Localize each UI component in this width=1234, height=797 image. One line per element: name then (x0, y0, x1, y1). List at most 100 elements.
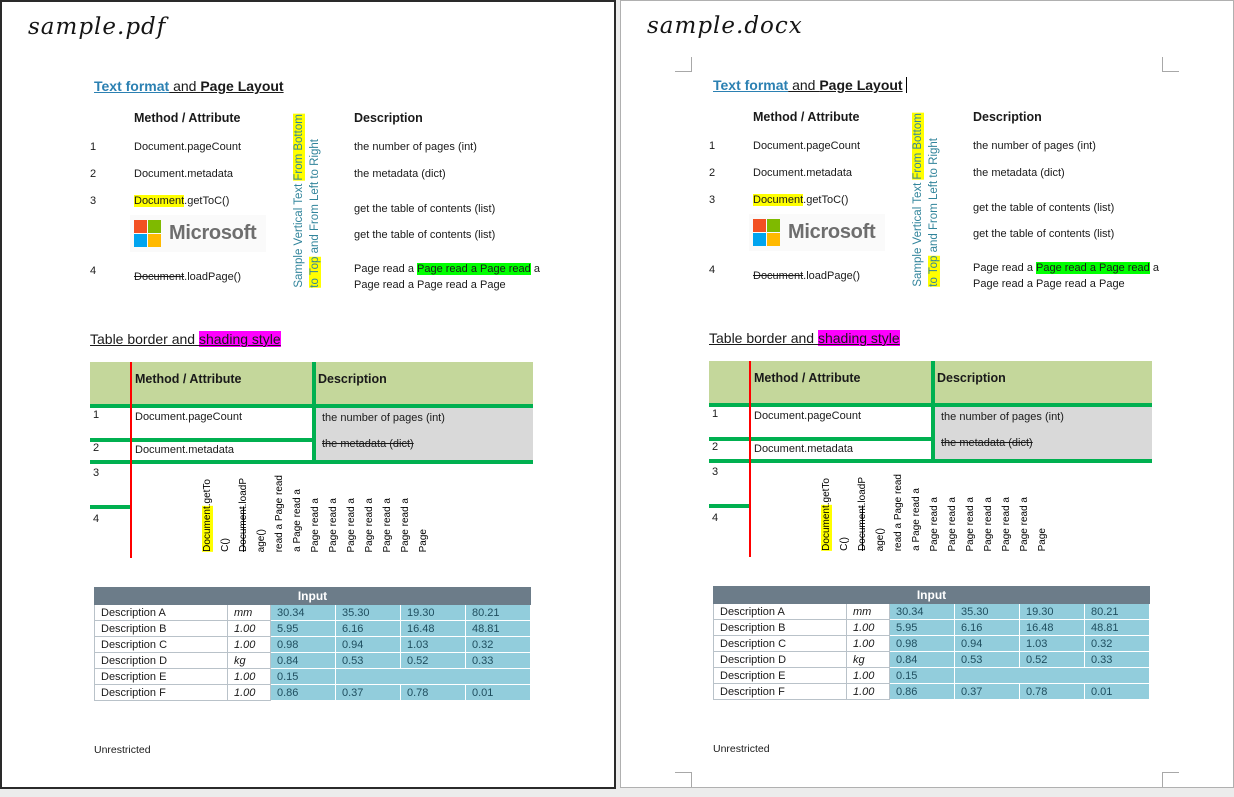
input-table: Input Description A mm 30.34 35.30 19.30… (713, 586, 1150, 700)
input-row-unit: kg (227, 652, 271, 669)
vertical-line2-highlight: to Top (309, 256, 321, 288)
input-row-unit: 1.00 (846, 635, 890, 652)
t1-row3-num: 3 (709, 194, 716, 206)
t2-vline-strike: Document (238, 506, 249, 552)
t1-row3-method-rest: .getToC() (803, 194, 849, 206)
t2-vline-text: Page (1037, 527, 1048, 551)
t1-row3b-desc: get the table of contents (list) (354, 229, 496, 241)
input-value-cell: 0.15 (889, 667, 955, 684)
t1-row2-desc: the metadata (dict) (354, 168, 446, 180)
t2-vline-text: Page read a (1001, 496, 1012, 552)
input-table-title: Input (713, 586, 1150, 604)
input-value-cell: 0.01 (1084, 683, 1150, 700)
page-title: sample.docx (647, 13, 803, 39)
t2-green-border-h4 (709, 504, 749, 508)
t1-row3-method-highlight: Document (134, 195, 185, 207)
table-row: Description C 1.00 0.98 0.94 1.03 0.32 (713, 635, 1150, 652)
t1-row4-desc-pre: Page read a (354, 263, 417, 275)
input-value-cell: 0.32 (1084, 635, 1150, 652)
table-row: Description D kg 0.84 0.53 0.52 0.33 (94, 652, 531, 669)
input-value-cell: 0.84 (889, 651, 955, 668)
t1-row3-num: 3 (90, 195, 97, 207)
input-value-cell: 0.52 (1019, 651, 1085, 668)
vertical-line1-plain: Sample Vertical Text (912, 179, 924, 287)
t2-vline: Page read a (400, 498, 411, 553)
t2-vline: Page read a (929, 497, 940, 552)
t1-row3-method-rest: .getToC() (184, 195, 230, 207)
vertical-line2-plain: and From Left to Right (309, 139, 321, 257)
heading-text-format: Text format and Page Layout (713, 77, 908, 93)
page-title: sample.pdf (28, 14, 167, 40)
ms-square-blue (134, 234, 147, 247)
table-row: Description E 1.00 0.15 (94, 668, 531, 685)
t2-vline: a Page read a (911, 488, 922, 551)
margin-corner-mark-top-left (675, 57, 692, 72)
input-row-label: Description C (713, 635, 847, 652)
t2-vline-text: Page read a (983, 496, 994, 552)
t2-row1-method: Document.pageCount (754, 410, 862, 422)
t2-vline-text: Page read a (364, 497, 375, 553)
t2-vline-text: C() (220, 538, 231, 552)
t2-red-border-vertical (749, 361, 751, 557)
input-merged-empty-cell (335, 668, 531, 685)
table-row: Description B 1.00 5.95 6.16 16.48 48.81 (713, 619, 1150, 636)
input-row-label: Description F (94, 684, 228, 701)
heading-text-format: Text format and Page Layout (94, 78, 284, 94)
t2-green-border-h2 (709, 437, 931, 441)
table-row: Description C 1.00 0.98 0.94 1.03 0.32 (94, 636, 531, 653)
t2-row1-num: 1 (93, 409, 100, 421)
t2-vline: C() (220, 538, 231, 552)
vertical-line2-highlight: to Top (928, 255, 940, 287)
t2-header-row-background (709, 361, 1152, 403)
input-value-cell: 5.95 (270, 620, 336, 637)
t2-vline: Page read a (382, 498, 393, 553)
t2-vline: Page read a (364, 498, 375, 553)
t2-vline-text: read a Page read (274, 474, 285, 552)
t2-row3-num: 3 (93, 467, 100, 479)
t2-vline: age() (875, 528, 886, 551)
t2-vline-text: .loadP (857, 477, 868, 506)
input-table: Input Description A mm 30.34 35.30 19.30… (94, 587, 531, 701)
t1-row4-method: Document.loadPage() (753, 270, 860, 282)
t2-green-border-vertical (312, 362, 316, 464)
t1-row4-num: 4 (709, 264, 716, 276)
input-row-unit: 1.00 (846, 683, 890, 700)
t2-green-border-h3 (709, 459, 1152, 463)
ms-square-red (753, 219, 766, 232)
input-value-cell: 35.30 (954, 603, 1020, 620)
table-row: Description B 1.00 5.95 6.16 16.48 48.81 (94, 620, 531, 637)
input-header-row: Input (94, 587, 531, 605)
input-row-unit: 1.00 (846, 667, 890, 684)
t2-green-border-h3 (90, 460, 533, 464)
microsoft-logo-text: Microsoft (169, 222, 257, 244)
ms-square-green (148, 220, 161, 233)
t2-row2-num: 2 (93, 442, 100, 454)
input-value-cell: 0.37 (335, 684, 401, 701)
t2-vline-text: read a Page read (893, 473, 904, 551)
input-value-cell: 1.03 (400, 636, 466, 653)
table-row: Description E 1.00 0.15 (713, 667, 1150, 684)
t2-vline-text: Page read a (346, 497, 357, 553)
t2-shaded-description-cell (316, 408, 533, 460)
t2-row2-desc-strikethrough: the metadata (dict) (322, 438, 414, 450)
margin-corner-mark-bottom-left (675, 772, 692, 787)
t2-vline-text: Page read a (929, 496, 940, 552)
t1-row3-desc: get the table of contents (list) (973, 202, 1115, 214)
input-row-label: Description A (94, 604, 228, 621)
t2-vertical-text-block: Document.getTo C() Document.loadP age() … (202, 464, 429, 552)
t2-row1-desc: the number of pages (int) (941, 411, 1064, 423)
t1-row4-method-strike: Document (134, 271, 185, 283)
input-value-cell: 19.30 (1019, 603, 1085, 620)
t1-header-method: Method / Attribute (753, 110, 860, 124)
t2-red-border-vertical (130, 362, 132, 558)
input-value-cell: 0.33 (1084, 651, 1150, 668)
t1-row3-method: Document.getToC() (753, 194, 848, 206)
t1-row4-desc-green-highlight: Page read a Page read (417, 263, 531, 275)
t2-vline-text: Page read a (965, 496, 976, 552)
t2-vline: Page read a (1001, 497, 1012, 552)
t2-header-method: Method / Attribute (754, 371, 861, 385)
t1-row3b-desc: get the table of contents (list) (973, 228, 1115, 240)
t2-vline: Page read a (983, 497, 994, 552)
input-row-unit: 1.00 (227, 620, 271, 637)
input-value-cell: 0.52 (400, 652, 466, 669)
